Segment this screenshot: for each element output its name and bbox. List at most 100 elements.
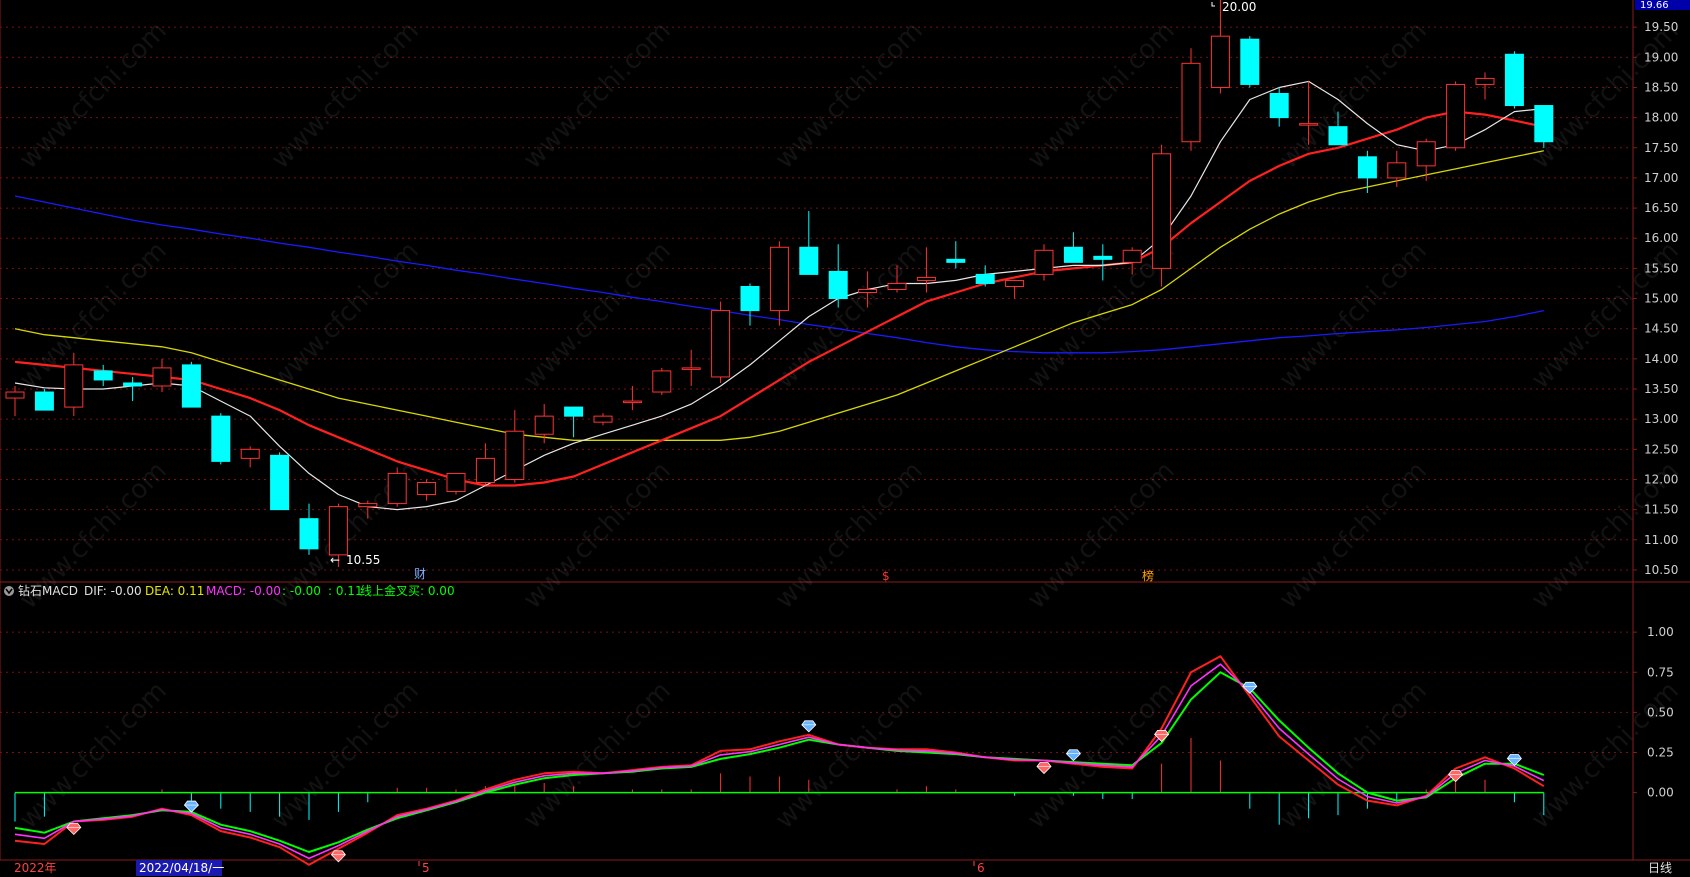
candle[interactable]	[1093, 244, 1113, 281]
candle[interactable]	[505, 410, 525, 483]
candle[interactable]	[123, 376, 143, 402]
candle[interactable]	[387, 467, 407, 507]
candle[interactable]	[564, 406, 584, 438]
candle-body	[1475, 77, 1495, 85]
sell-diamond-icon[interactable]	[1065, 749, 1081, 762]
candle[interactable]	[711, 301, 731, 383]
candle[interactable]	[1122, 247, 1142, 275]
sell-diamond-icon[interactable]	[183, 800, 199, 813]
candle[interactable]	[270, 452, 290, 511]
year-label: 2022年	[14, 861, 57, 875]
candle-body	[446, 472, 466, 493]
price-tick-label: 18.50	[1644, 80, 1678, 94]
candle[interactable]	[887, 265, 907, 293]
candle-body	[1210, 35, 1230, 88]
candle[interactable]	[358, 500, 378, 519]
candle[interactable]	[828, 244, 848, 308]
candle[interactable]	[1152, 144, 1172, 287]
macd-tick-label: 0.75	[1647, 665, 1674, 679]
candle[interactable]	[534, 404, 554, 444]
candle-body	[1181, 62, 1201, 143]
diamond-shape	[183, 800, 199, 813]
candle[interactable]	[769, 241, 789, 326]
candle[interactable]	[1210, 0, 1230, 94]
watermark-text: www.cfchi.com	[1022, 16, 1181, 175]
candle[interactable]	[1240, 36, 1260, 88]
candle-body	[1416, 141, 1436, 167]
candle-body	[564, 406, 584, 417]
watermark-text: www.cfchi.com	[770, 16, 929, 175]
macd-tick-label: 0.25	[1647, 745, 1674, 759]
month-5-label: 5	[422, 861, 430, 875]
candle[interactable]	[299, 503, 319, 555]
candle-body	[1005, 279, 1025, 287]
buy-diamond-icon[interactable]	[330, 850, 346, 863]
buy-diamond-icon[interactable]	[1154, 730, 1170, 742]
candle[interactable]	[475, 443, 495, 486]
candle[interactable]	[1269, 87, 1289, 127]
candle[interactable]	[1534, 105, 1554, 148]
sell-diamond-icon[interactable]	[1506, 754, 1522, 767]
buy-diamond-icon[interactable]	[1448, 770, 1464, 783]
candle[interactable]	[1446, 81, 1466, 151]
candle[interactable]	[1181, 48, 1201, 151]
candle[interactable]	[152, 358, 172, 393]
candle[interactable]	[328, 503, 348, 567]
candle[interactable]	[1387, 150, 1407, 187]
candle[interactable]	[681, 349, 701, 386]
sell-diamond-icon[interactable]	[1242, 681, 1258, 694]
marker-cai[interactable]: 财	[414, 567, 426, 581]
watermark-text: www.cfchi.com	[1022, 676, 1181, 835]
candle[interactable]	[181, 361, 201, 408]
candle[interactable]	[1328, 111, 1348, 146]
candle[interactable]	[975, 265, 995, 287]
diamond-shape	[1154, 730, 1170, 742]
candle[interactable]	[34, 389, 54, 411]
candle[interactable]	[858, 271, 878, 308]
low-arrow: ←	[330, 553, 340, 567]
candle[interactable]	[93, 364, 113, 386]
sell-diamond-icon[interactable]	[801, 720, 817, 733]
candle[interactable]	[240, 446, 260, 468]
legend-toggle-icon[interactable]	[4, 586, 14, 596]
candle[interactable]	[740, 283, 760, 326]
candle[interactable]	[417, 479, 437, 501]
candle-body	[887, 282, 907, 290]
candle[interactable]	[446, 472, 466, 495]
candle[interactable]	[1005, 279, 1025, 299]
diamond-shape	[66, 823, 82, 836]
buy-diamond-icon[interactable]	[66, 823, 82, 836]
price-tick-label: 14.50	[1644, 322, 1678, 336]
macd-panel[interactable]	[14, 655, 1545, 866]
candle[interactable]	[652, 367, 672, 396]
candle[interactable]	[1063, 232, 1083, 263]
candle-body	[1504, 53, 1524, 107]
candle[interactable]	[593, 413, 613, 426]
candle[interactable]	[1504, 51, 1524, 109]
watermark-text: www.cfchi.com	[266, 16, 425, 175]
candle[interactable]	[1416, 138, 1436, 181]
marker-bang[interactable]: 榜	[1142, 568, 1154, 583]
dif-label: DIF: -0.00	[84, 584, 142, 598]
candle[interactable]	[622, 385, 642, 411]
buy-diamond-icon[interactable]	[1036, 762, 1052, 775]
candle[interactable]	[1475, 72, 1495, 100]
candle[interactable]	[946, 241, 966, 269]
candle[interactable]	[1034, 244, 1054, 281]
candle-body	[64, 364, 84, 408]
candle[interactable]	[64, 352, 84, 417]
candle[interactable]	[5, 385, 25, 417]
candle[interactable]	[211, 413, 231, 465]
candle[interactable]	[1357, 150, 1377, 193]
candlestick-series[interactable]	[5, 0, 1554, 567]
candle-body	[387, 472, 407, 505]
watermark-text: www.cfchi.com	[1274, 676, 1433, 835]
candle[interactable]	[1299, 81, 1319, 145]
period-label[interactable]: 日线	[1648, 861, 1672, 875]
candle-body	[1299, 123, 1319, 126]
candle[interactable]	[916, 247, 936, 293]
top-price-label: 19.66	[1640, 0, 1669, 11]
marker-dollar[interactable]: $	[882, 569, 890, 583]
candle[interactable]	[799, 211, 819, 275]
